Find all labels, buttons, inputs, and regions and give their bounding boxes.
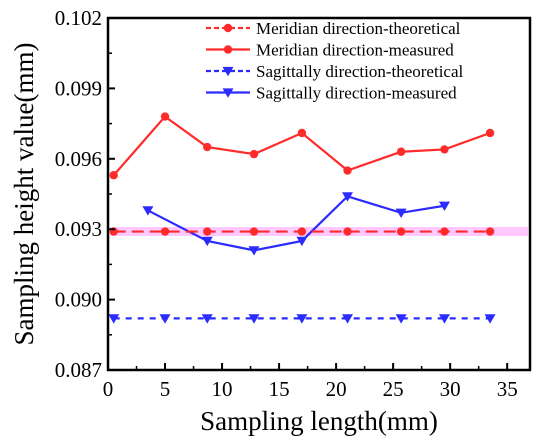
axis-layer: 0 5 10 15 20 25 30 35 0.087 0.090 0.093 0.096 0.099 0… — [55, 6, 518, 401]
x-tick-label: 15 — [269, 377, 290, 401]
y-tick-label: 0.093 — [55, 217, 102, 241]
data-point — [297, 227, 307, 236]
data-point — [223, 23, 233, 33]
data-point — [201, 236, 213, 247]
x-tick-label: 30 — [440, 377, 461, 401]
data-point — [248, 314, 260, 324]
data-point — [142, 206, 154, 216]
data-point — [222, 66, 234, 77]
legend: Meridian direction-theoretical Meridian d… — [206, 19, 464, 103]
legend-item: Sagittally direction-measured — [206, 84, 457, 103]
series-sagittally-direction-theoretical — [108, 314, 496, 324]
series-layer — [108, 112, 496, 324]
data-point — [396, 147, 406, 156]
data-point — [440, 227, 449, 236]
data-point — [484, 314, 496, 324]
data-point — [440, 145, 449, 154]
data-point — [396, 227, 406, 236]
data-point — [222, 88, 234, 98]
x-tick-label: 5 — [160, 377, 171, 401]
data-point — [108, 314, 120, 324]
data-point — [109, 171, 118, 180]
data-point — [485, 227, 495, 236]
legend-item: Meridian direction-theoretical — [206, 19, 461, 38]
legend-item: Sagittally direction-theoretical — [206, 62, 464, 81]
x-tick-label: 20 — [326, 377, 347, 401]
legend-label: Meridian direction-measured — [256, 41, 454, 60]
data-point — [342, 314, 354, 324]
data-point — [395, 314, 407, 324]
data-point — [248, 246, 260, 256]
data-point — [160, 227, 170, 236]
x-tick-label: 0 — [103, 377, 114, 401]
data-point — [438, 201, 450, 211]
y-tick-label: 0.099 — [55, 76, 102, 100]
series-line — [147, 195, 445, 252]
data-point — [249, 227, 259, 236]
data-point — [249, 149, 259, 159]
legend-item: Meridian direction-measured — [206, 41, 454, 60]
x-axis-title: Sampling length(mm) — [200, 406, 438, 436]
data-point — [343, 227, 352, 236]
series-sagittally-direction-measured — [142, 192, 450, 256]
y-tick-label: 0.087 — [55, 358, 102, 382]
y-tick-label: 0.102 — [55, 6, 102, 30]
data-point — [296, 314, 308, 324]
legend-label: Sagittally direction-theoretical — [256, 62, 464, 81]
legend-label: Meridian direction-theoretical — [256, 19, 461, 38]
data-point — [201, 314, 213, 324]
series-meridian-direction-measured — [109, 112, 495, 180]
data-point — [297, 128, 307, 138]
data-point — [296, 236, 308, 247]
y-axis-title: Sampling height value(mm) — [9, 43, 39, 346]
y-tick-label: 0.090 — [55, 288, 102, 312]
data-point — [223, 45, 233, 54]
data-point — [438, 314, 450, 324]
data-point — [343, 166, 352, 175]
data-point — [159, 314, 171, 324]
legend-label: Sagittally direction-measured — [256, 84, 457, 103]
data-point — [485, 128, 495, 138]
series-meridian-direction-theoretical — [109, 227, 495, 236]
data-point — [395, 208, 407, 218]
data-point — [342, 192, 354, 202]
data-point — [203, 227, 212, 236]
x-tick-label: 10 — [212, 377, 233, 401]
y-tick-label: 0.096 — [55, 147, 102, 171]
series-line — [112, 115, 491, 176]
data-point — [160, 112, 170, 121]
x-tick-label: 35 — [497, 377, 518, 401]
data-point — [203, 142, 212, 152]
x-tick-label: 25 — [383, 377, 404, 401]
